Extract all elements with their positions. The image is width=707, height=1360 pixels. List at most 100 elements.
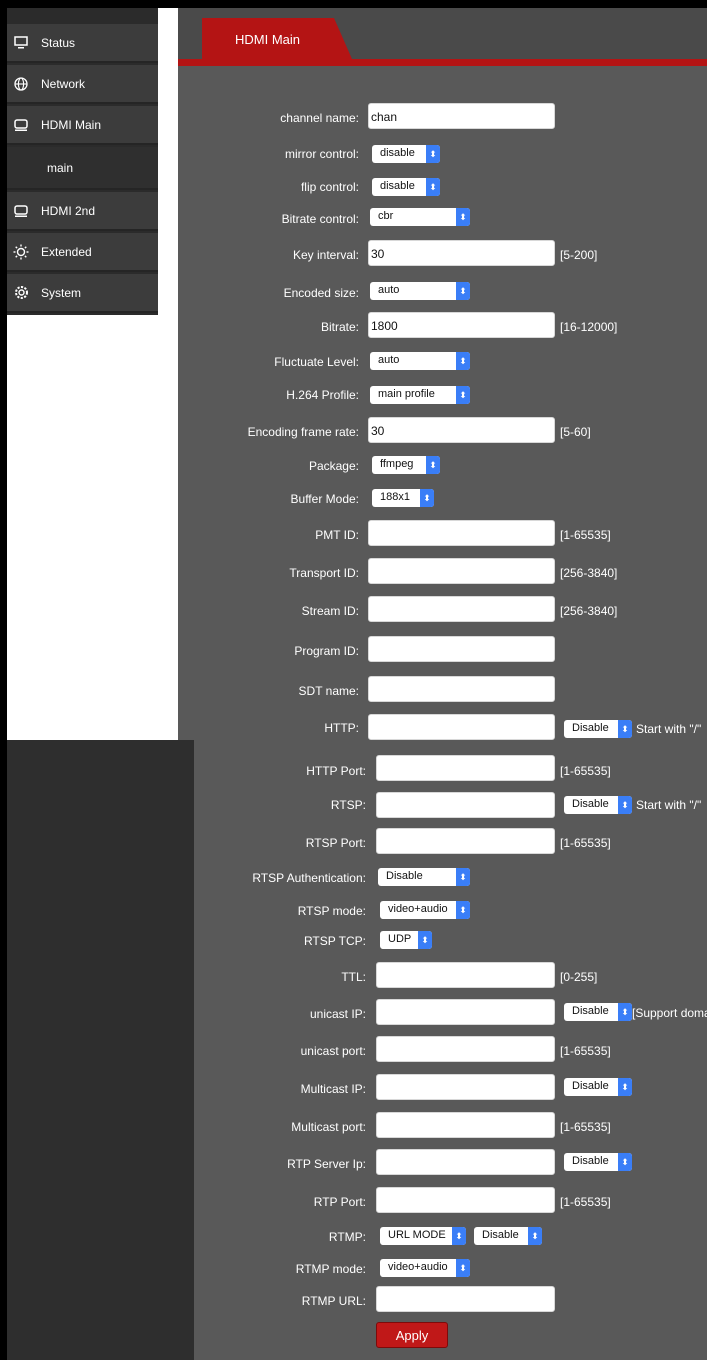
- bitrate-input[interactable]: 1800: [368, 312, 555, 338]
- transport-id-label: Transport ID:: [289, 566, 359, 580]
- chevron-updown-icon: ⬍: [420, 489, 434, 507]
- sidebar-item-network[interactable]: Network: [7, 65, 158, 104]
- transport-id-hint: [256-3840]: [560, 566, 618, 580]
- channel-name-input[interactable]: chan: [368, 103, 555, 129]
- multicast-ip-label: Multicast IP:: [300, 1082, 366, 1096]
- rtp-server-ip-select[interactable]: Disable ⬍: [564, 1153, 632, 1171]
- buffer-mode-select[interactable]: 188x1 ⬍: [372, 489, 434, 507]
- bitrate-label: Bitrate:: [320, 320, 359, 334]
- pmt-id-label: PMT ID:: [315, 528, 359, 542]
- sidebar-item-system[interactable]: System: [7, 274, 158, 313]
- key-interval-label: Key interval:: [292, 248, 359, 262]
- stream-id-hint: [256-3840]: [560, 604, 618, 618]
- ttl-input[interactable]: [376, 962, 555, 988]
- package-select[interactable]: ffmpeg ⬍: [372, 456, 440, 474]
- rtsp-select[interactable]: Disable ⬍: [564, 796, 632, 814]
- multicast-ip-select[interactable]: Disable ⬍: [564, 1078, 632, 1096]
- apply-button[interactable]: Apply: [376, 1322, 448, 1348]
- tab-hdmi-main[interactable]: HDMI Main: [202, 18, 352, 59]
- sdt-name-input[interactable]: [368, 676, 555, 702]
- select-value: Disable: [572, 798, 609, 810]
- multicast-ip-input[interactable]: [376, 1074, 555, 1100]
- stream-id-input[interactable]: [368, 596, 555, 622]
- program-id-label: Program ID:: [294, 644, 359, 658]
- rtsp-mode-select[interactable]: video+audio ⬍: [380, 901, 470, 919]
- rtmp-enable-select[interactable]: Disable ⬍: [474, 1227, 542, 1245]
- sidebar-item-status[interactable]: Status: [7, 24, 158, 63]
- select-value: Disable: [572, 1155, 609, 1167]
- rtmp-mode-type-select[interactable]: URL MODE ⬍: [380, 1227, 466, 1245]
- chevron-updown-icon: ⬍: [418, 931, 432, 949]
- encoded-size-select[interactable]: auto ⬍: [370, 282, 470, 300]
- select-value: main profile: [378, 388, 435, 400]
- encoded-size-label: Encoded size:: [283, 286, 359, 300]
- select-value: Disable: [572, 1080, 609, 1092]
- fluctuate-level-label: Fluctuate Level:: [274, 355, 359, 369]
- rtsp-auth-select[interactable]: Disable ⬍: [378, 868, 470, 886]
- hdmi-icon: [13, 203, 29, 219]
- chevron-updown-icon: ⬍: [456, 282, 470, 300]
- stream-id-label: Stream ID:: [301, 604, 359, 618]
- rtp-port-input[interactable]: [376, 1187, 555, 1213]
- mirror-control-select[interactable]: disable ⬍: [372, 145, 440, 163]
- rtp-server-ip-label: RTP Server Ip:: [287, 1157, 366, 1171]
- http-select[interactable]: Disable ⬍: [564, 720, 632, 738]
- left-bottom-panel: [7, 740, 194, 1360]
- pmt-id-input[interactable]: [368, 520, 555, 546]
- rtmp-mode-label: RTMP mode:: [295, 1262, 366, 1276]
- rtmp-mode-select[interactable]: video+audio ⬍: [380, 1259, 470, 1277]
- select-value: disable: [380, 147, 415, 159]
- sun-icon: [13, 244, 29, 260]
- http-port-input[interactable]: [376, 755, 555, 781]
- unicast-port-label: unicast port:: [300, 1044, 366, 1058]
- rtsp-port-input[interactable]: [376, 828, 555, 854]
- key-interval-hint: [5-200]: [560, 248, 598, 262]
- h264-profile-label: H.264 Profile:: [286, 388, 359, 402]
- rtsp-tcp-label: RTSP TCP:: [303, 934, 366, 948]
- bitrate-control-select[interactable]: cbr ⬍: [370, 208, 470, 226]
- sidebar-item-extended[interactable]: Extended: [7, 233, 158, 272]
- bitrate-control-label: Bitrate control:: [281, 212, 359, 226]
- chevron-updown-icon: ⬍: [426, 178, 440, 196]
- rtmp-url-input[interactable]: [376, 1286, 555, 1312]
- sidebar-item-label: System: [41, 285, 82, 300]
- mirror-control-label: mirror control:: [284, 147, 359, 161]
- chevron-updown-icon: ⬍: [426, 145, 440, 163]
- bitrate-hint: [16-12000]: [560, 320, 618, 334]
- key-interval-input[interactable]: 30: [368, 240, 555, 266]
- chevron-updown-icon: ⬍: [456, 386, 470, 404]
- sidebar-item-main[interactable]: main: [7, 147, 158, 190]
- unicast-port-input[interactable]: [376, 1036, 555, 1062]
- ttl-hint: [0-255]: [560, 970, 598, 984]
- rtp-server-ip-input[interactable]: [376, 1149, 555, 1175]
- transport-id-input[interactable]: [368, 558, 555, 584]
- rtsp-auth-label: RTSP Authentication:: [252, 871, 366, 885]
- sidebar: Status Network HDMI Main main HDMI 2nd E…: [7, 8, 158, 315]
- flip-control-select[interactable]: disable ⬍: [372, 178, 440, 196]
- rtsp-mode-label: RTSP mode:: [297, 904, 366, 918]
- encoding-frame-rate-input[interactable]: 30: [368, 417, 555, 443]
- select-value: 188x1: [380, 491, 410, 503]
- rtsp-label: RTSP:: [330, 798, 366, 812]
- rtsp-tcp-select[interactable]: UDP ⬍: [380, 931, 432, 949]
- chevron-updown-icon: ⬍: [618, 1078, 632, 1096]
- rtmp-label: RTMP:: [328, 1230, 366, 1244]
- chevron-updown-icon: ⬍: [618, 1153, 632, 1171]
- chevron-updown-icon: ⬍: [456, 352, 470, 370]
- select-value: cbr: [378, 210, 394, 222]
- sidebar-item-hdmi-main[interactable]: HDMI Main: [7, 106, 158, 145]
- http-input[interactable]: [368, 714, 555, 740]
- rtp-port-hint: [1-65535]: [560, 1195, 611, 1209]
- unicast-ip-input[interactable]: [376, 999, 555, 1025]
- chevron-updown-icon: ⬍: [456, 1259, 470, 1277]
- sidebar-item-hdmi-2nd[interactable]: HDMI 2nd: [7, 192, 158, 231]
- fluctuate-level-select[interactable]: auto ⬍: [370, 352, 470, 370]
- unicast-ip-select[interactable]: Disable ⬍: [564, 1003, 632, 1021]
- h264-profile-select[interactable]: main profile ⬍: [370, 386, 470, 404]
- left-edge: [0, 0, 7, 1360]
- program-id-input[interactable]: [368, 636, 555, 662]
- select-value: auto: [378, 284, 400, 296]
- rtsp-input[interactable]: [376, 792, 555, 818]
- tab-label: HDMI Main: [235, 32, 301, 47]
- multicast-port-input[interactable]: [376, 1112, 555, 1138]
